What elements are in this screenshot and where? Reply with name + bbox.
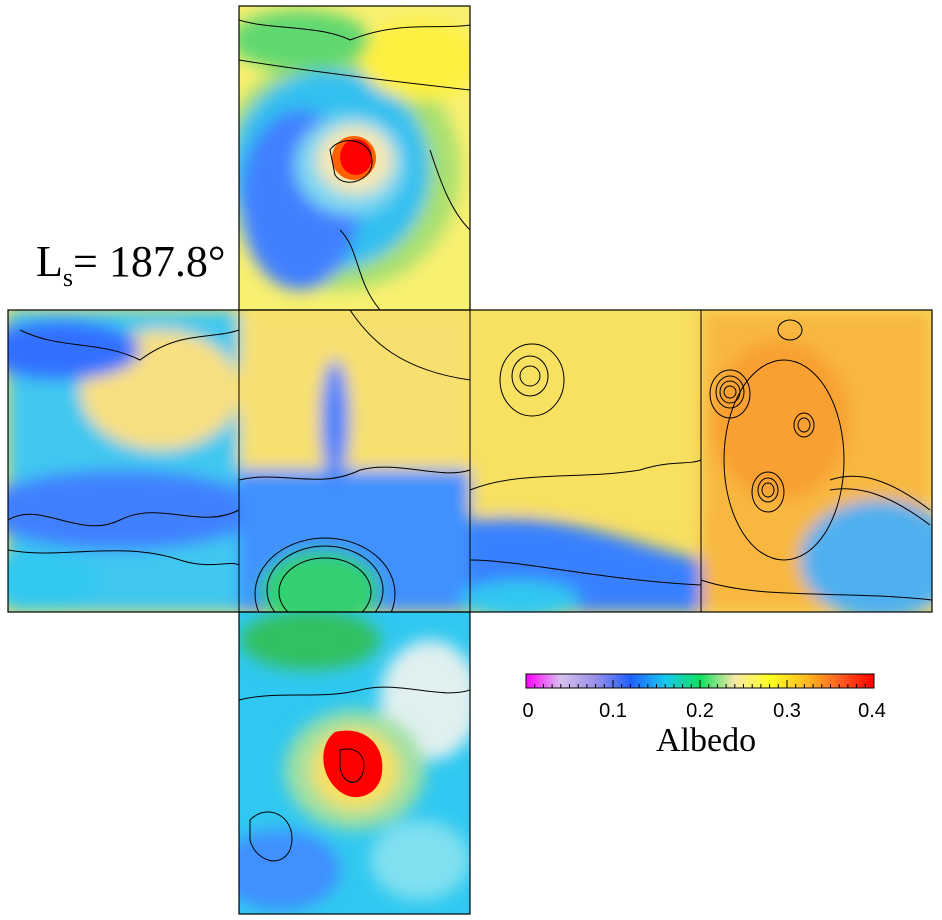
colorbar-title: Albedo <box>656 722 757 759</box>
ls-subscript: s <box>62 263 74 292</box>
colorbar-tick-label: 0 <box>522 700 534 722</box>
equatorial-band <box>8 310 932 612</box>
colorbar-tick-label: 0.3 <box>773 700 801 722</box>
north-polar-face <box>239 6 470 310</box>
south-polar-face <box>239 612 470 914</box>
colorbar-tick-label: 0.2 <box>686 700 714 722</box>
colorbar-tick-label: 0.1 <box>599 700 627 722</box>
albedo-colorbar <box>525 673 875 689</box>
solar-longitude-label: Ls= 187.8° <box>36 240 225 291</box>
cube-face-outlines <box>7 5 933 915</box>
colorbar-tick-label: 0.4 <box>858 700 886 722</box>
ls-prefix: L <box>36 237 63 286</box>
ls-value: = 187.8° <box>73 237 226 286</box>
